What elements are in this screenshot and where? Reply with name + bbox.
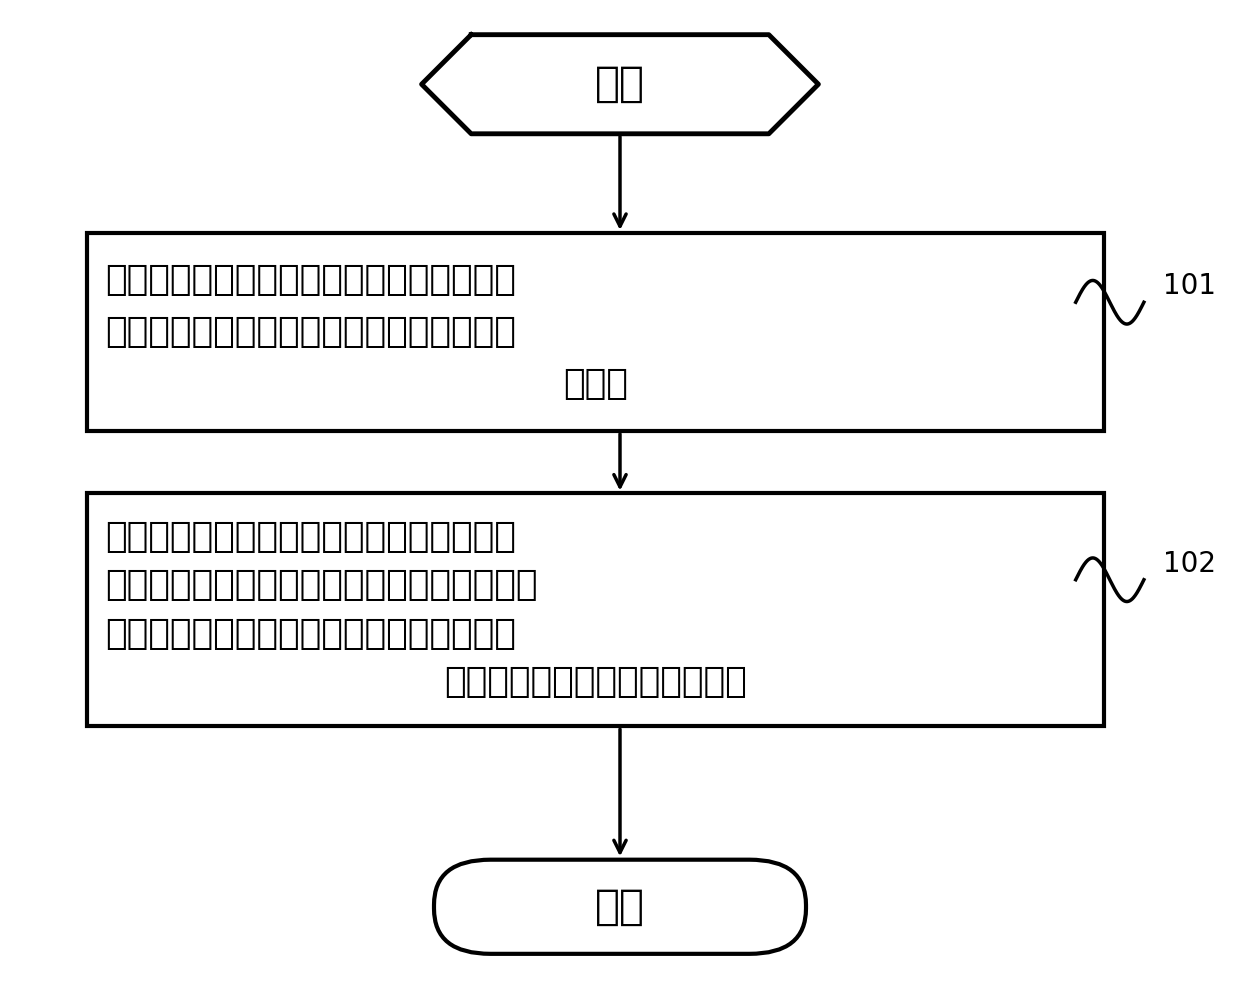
Text: 开始: 开始 <box>595 63 645 105</box>
Text: 悬浮控件的隐藏时长、显示大小、显示透明: 悬浮控件的隐藏时长、显示大小、显示透明 <box>105 616 516 651</box>
Text: 若当前界面上显示有悬浮控件，则监测当前: 若当前界面上显示有悬浮控件，则监测当前 <box>105 263 516 297</box>
Text: 设条件: 设条件 <box>563 367 627 401</box>
Text: 场景是否满足悬浮控件的显示参数调整的预: 场景是否满足悬浮控件的显示参数调整的预 <box>105 315 516 349</box>
Text: 102: 102 <box>1163 550 1215 578</box>
FancyBboxPatch shape <box>87 233 1104 431</box>
Text: 的显示参数；其中，所述显示参数包括：所述: 的显示参数；其中，所述显示参数包括：所述 <box>105 568 538 603</box>
Polygon shape <box>422 35 818 134</box>
FancyBboxPatch shape <box>87 494 1104 725</box>
Text: 结束: 结束 <box>595 886 645 928</box>
Text: 度以及显示位置中的一个或多个: 度以及显示位置中的一个或多个 <box>444 665 746 700</box>
Text: 101: 101 <box>1163 273 1215 300</box>
Text: 若满足所述预设条件，则调整所述悬浮控件: 若满足所述预设条件，则调整所述悬浮控件 <box>105 519 516 554</box>
FancyBboxPatch shape <box>434 859 806 953</box>
